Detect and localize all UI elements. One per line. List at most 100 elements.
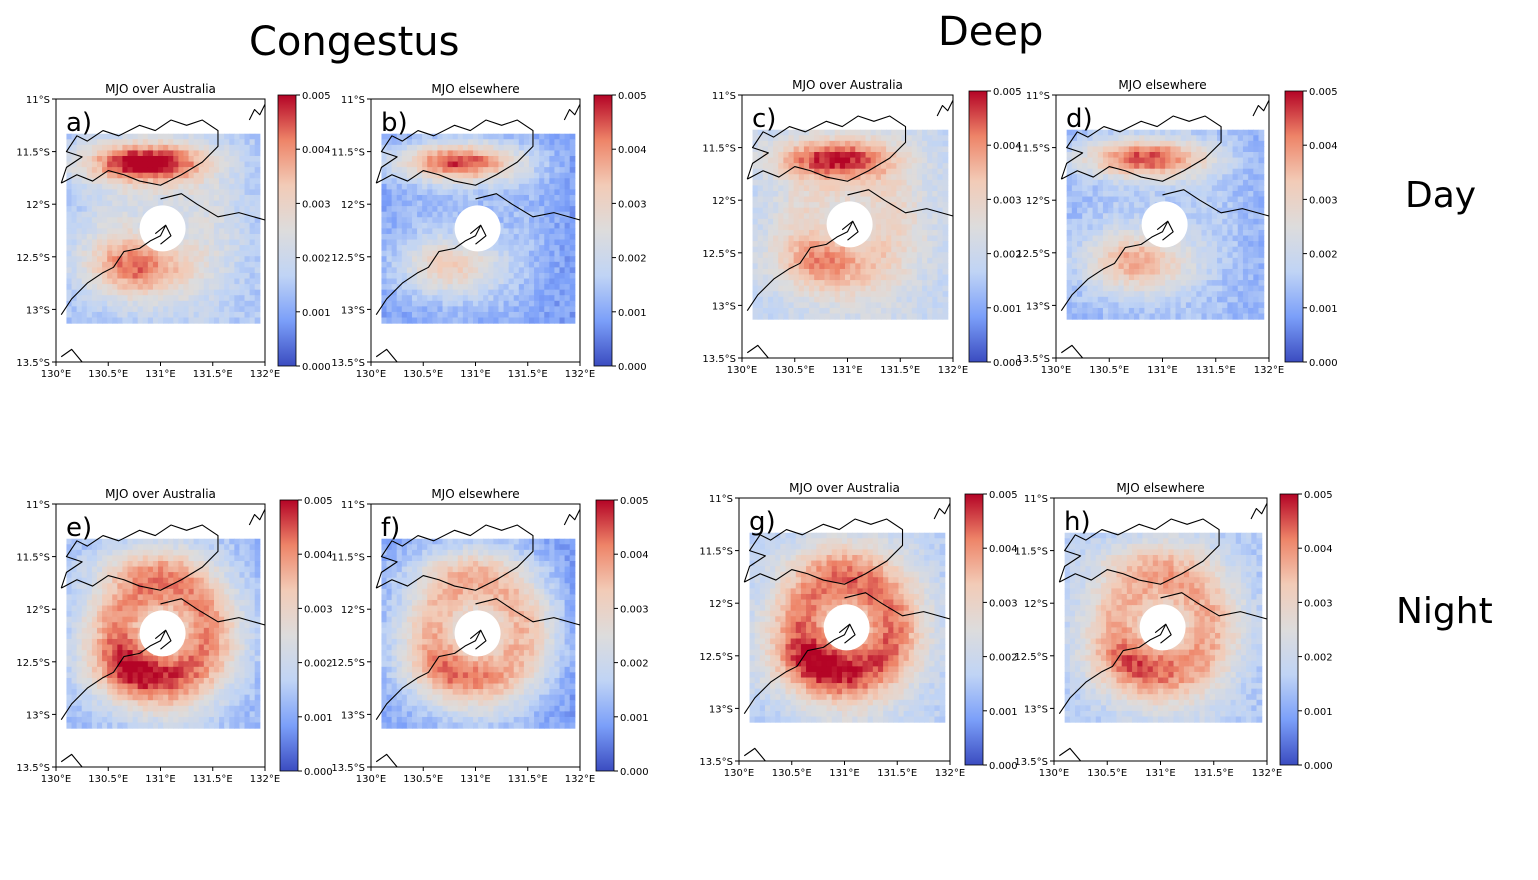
colorbar-tick-label: 0.004: [1309, 141, 1338, 152]
lat-tick-label: 13°S: [1026, 301, 1050, 312]
colorbar-gradient: [1284, 90, 1304, 363]
colorbar-tick-label: 0.003: [304, 604, 333, 615]
lon-tick-label: 131°E: [1147, 365, 1177, 376]
lon-tick-label: 131°E: [145, 369, 175, 380]
lat-tick-label: 13°S: [341, 305, 365, 316]
colorbar-tick-label: 0.003: [993, 195, 1022, 206]
lat-tick-label: 13.5°S: [699, 757, 733, 768]
colorbar-tick-label: 0.004: [989, 544, 1018, 555]
lat-tick-label: 13°S: [709, 704, 733, 715]
colorbar-tick-label: 0.002: [993, 250, 1022, 261]
lon-tick-label: 130.5°E: [1087, 768, 1127, 779]
panel-label: d): [1066, 104, 1093, 134]
lon-tick-label: 132°E: [250, 774, 280, 785]
colorbar-tick-label: 0.001: [993, 304, 1022, 315]
colorbar-tick-label: 0.003: [302, 199, 331, 210]
colorbar-tick-label: 0.000: [618, 362, 647, 373]
map-panel-e: MJO over Australia e) 11°S 11.5°S 12°S 12.5°S…: [16, 487, 332, 785]
lon-tick-label: 130.5°E: [775, 365, 815, 376]
lat-tick-label: 13.5°S: [16, 763, 50, 774]
panel-label: e): [66, 513, 92, 543]
coastline: [743, 503, 951, 762]
colorbar-tick-label: 0.000: [302, 362, 331, 373]
lon-tick-label: 130.5°E: [403, 774, 443, 785]
row-title-night: Night: [1396, 591, 1493, 632]
colorbar-tick-label: 0.004: [618, 145, 647, 156]
lon-tick-label: 130°E: [724, 768, 754, 779]
lon-tick-label: 131.5°E: [193, 369, 233, 380]
lat-tick-label: 12.5°S: [699, 652, 733, 663]
colorbar-tick-label: 0.002: [989, 653, 1018, 664]
lon-tick-label: 132°E: [565, 774, 595, 785]
lon-tick-label: 130.5°E: [88, 774, 128, 785]
map-panel-b: MJO elsewhere b) 11°S 11.5°S 12°S 12.5°S 13°S 1…: [331, 82, 646, 380]
lon-tick-label: 131.5°E: [508, 369, 548, 380]
colorbar-gradient: [964, 493, 984, 766]
lon-tick-label: 131°E: [832, 365, 862, 376]
column-title-congestus: Congestus: [249, 19, 460, 65]
lat-tick-label: 12°S: [709, 599, 733, 610]
lon-tick-label: 132°E: [1254, 365, 1284, 376]
lat-tick-label: 13°S: [712, 301, 736, 312]
lat-tick-label: 12°S: [341, 200, 365, 211]
colorbar: 0.000 0.001 0.002 0.003 0.004 0.005: [964, 490, 1018, 772]
lat-tick-label: 12.5°S: [1014, 652, 1048, 663]
lat-tick-label: 11°S: [26, 95, 50, 106]
colorbar-tick-label: 0.005: [1304, 490, 1333, 501]
colorbar-tick-label: 0.000: [993, 358, 1022, 369]
lon-tick-label: 131°E: [460, 774, 490, 785]
lat-tick-label: 11.5°S: [699, 547, 733, 558]
lon-tick-label: 131.5°E: [1196, 365, 1236, 376]
panel-title: MJO elsewhere: [1116, 481, 1204, 495]
lon-tick-label: 130°E: [727, 365, 757, 376]
lon-tick-label: 131°E: [145, 774, 175, 785]
lon-tick-label: 132°E: [250, 369, 280, 380]
map-panel-g: MJO over Australia g) 11°S 11.5°S 12°S 12.5°S…: [699, 481, 1017, 779]
colorbar-tick-label: 0.004: [1304, 544, 1333, 555]
lat-tick-label: 11.5°S: [1016, 144, 1050, 155]
lon-tick-label: 131.5°E: [880, 365, 920, 376]
panel-label: f): [381, 513, 400, 543]
colorbar-tick-label: 0.002: [620, 659, 649, 670]
coastline: [1060, 100, 1270, 359]
colorbar-tick-label: 0.001: [302, 308, 331, 319]
heatmap-field: [66, 133, 261, 324]
colorbar: 0.000 0.001 0.002 0.003 0.004 0.005: [593, 91, 647, 373]
colorbar: 0.000 0.001 0.002 0.003 0.004 0.005: [968, 87, 1022, 369]
colorbar-tick-label: 0.004: [302, 145, 331, 156]
lon-tick-label: 131°E: [829, 768, 859, 779]
map-panel-f: MJO elsewhere f) 11°S 11.5°S 12°S 12.5°S 13°S 1…: [331, 487, 648, 785]
panel-label: g): [749, 507, 776, 537]
lat-tick-label: 11.5°S: [16, 553, 50, 564]
colorbar-tick-label: 0.005: [618, 91, 647, 102]
lat-tick-label: 13°S: [26, 710, 50, 721]
colorbar-gradient: [279, 499, 299, 772]
colorbar-tick-label: 0.005: [1309, 87, 1338, 98]
panel-title: MJO elsewhere: [431, 487, 519, 501]
lat-tick-label: 12°S: [26, 200, 50, 211]
lat-tick-label: 12°S: [1026, 196, 1050, 207]
lon-tick-label: 132°E: [935, 768, 965, 779]
colorbar-tick-label: 0.005: [302, 91, 331, 102]
lat-tick-label: 13.5°S: [1016, 354, 1050, 365]
lat-tick-label: 12.5°S: [1016, 249, 1050, 260]
lat-tick-label: 12°S: [712, 196, 736, 207]
panel-label: c): [752, 104, 776, 134]
lat-tick-label: 13.5°S: [1014, 757, 1048, 768]
lat-tick-label: 12.5°S: [331, 658, 365, 669]
colorbar-gradient: [277, 94, 297, 367]
lat-tick-label: 11.5°S: [1014, 547, 1048, 558]
colorbar-tick-label: 0.003: [1304, 598, 1333, 609]
colorbar-tick-label: 0.000: [989, 761, 1018, 772]
lat-tick-label: 13.5°S: [702, 354, 736, 365]
colorbar-tick-label: 0.001: [304, 713, 333, 724]
lat-tick-label: 11°S: [341, 95, 365, 106]
lat-tick-label: 11.5°S: [702, 144, 736, 155]
lon-tick-label: 130.5°E: [1089, 365, 1129, 376]
lat-tick-label: 11°S: [712, 91, 736, 102]
lat-tick-label: 13.5°S: [331, 358, 365, 369]
colorbar-tick-label: 0.001: [989, 707, 1018, 718]
map-panel-h: MJO elsewhere h) 11°S 11.5°S 12°S 12.5°S 13°S 1…: [1014, 481, 1332, 779]
lat-tick-label: 12.5°S: [16, 253, 50, 264]
